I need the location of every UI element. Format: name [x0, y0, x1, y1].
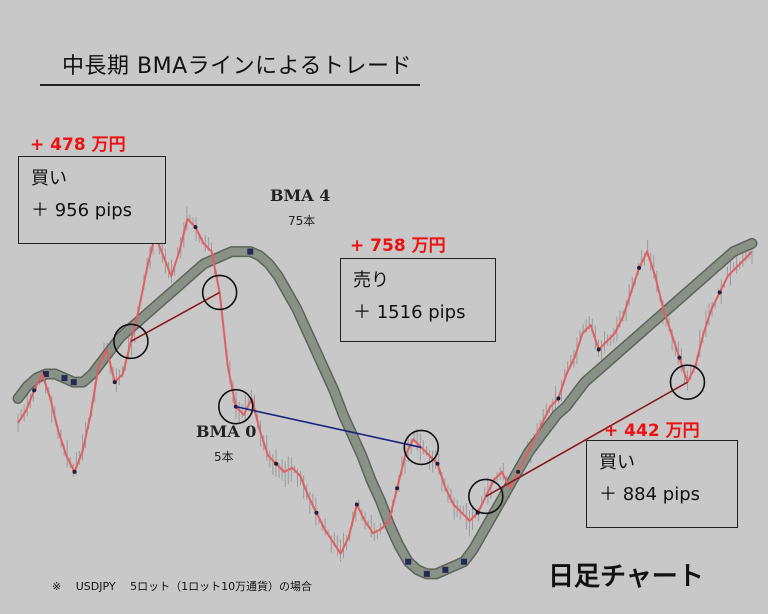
bma-4-line — [14, 239, 756, 578]
chart-kind-label: 日足チャート — [548, 562, 704, 592]
trade-1-pips: ＋ 956 pips — [31, 200, 133, 221]
trade-3-line — [485, 381, 688, 498]
trade-3-exit-circle — [669, 364, 706, 400]
trade-1-box: 買い ＋ 956 pips — [18, 156, 166, 244]
bma-0-marker — [314, 510, 319, 515]
trade-2-entry-circle — [217, 388, 254, 425]
bma-4-period: 75本 — [288, 214, 316, 228]
bma-0-marker — [112, 380, 117, 385]
trade-1-profit: + 478 万円 — [30, 135, 126, 155]
bma-0-label: BMA 0 — [196, 422, 257, 441]
bma-4-marker — [247, 248, 254, 255]
bma-0-line — [17, 217, 753, 555]
trade-2-box: 売り ＋ 1516 pips — [340, 258, 496, 342]
trade-2-line — [235, 405, 422, 449]
trade-3-profit: + 442 万円 — [604, 421, 700, 441]
bma-4-marker — [70, 379, 77, 386]
bma-4-marker — [42, 371, 49, 377]
bma-4-marker — [61, 375, 68, 382]
trade-2-exit-circle — [403, 429, 440, 466]
bma-0-marker — [435, 461, 440, 466]
bma-4-marker — [423, 570, 430, 577]
trade-2-profit: + 758 万円 — [350, 236, 446, 256]
bma-4-label: BMA 4 — [270, 186, 331, 205]
trade-1-exit-circle — [201, 274, 238, 311]
bma-0-marker — [637, 265, 642, 270]
footnote: ※ USDJPY 5ロット（1ロット10万通貨）の場合 — [52, 580, 313, 593]
title-underline — [40, 84, 420, 86]
bma-0-marker — [596, 347, 601, 352]
bma-0-marker — [32, 388, 37, 393]
trade-1-direction: 買い — [31, 168, 67, 189]
bma-0-marker — [354, 502, 359, 507]
bma-4-marker — [405, 558, 412, 565]
bma-0-marker — [556, 396, 561, 401]
bma-0-marker — [72, 469, 77, 474]
bma-0-marker — [193, 225, 198, 230]
bma-0-marker — [677, 355, 682, 360]
trade-3-direction: 買い — [599, 452, 635, 473]
trade-2-pips: ＋ 1516 pips — [353, 302, 466, 323]
bma-0-period: 5本 — [214, 450, 234, 464]
bma-0-marker — [717, 290, 722, 295]
trade-3-box: 買い ＋ 884 pips — [586, 440, 738, 528]
bma-4-marker — [442, 566, 449, 573]
trade-2-direction: 売り — [353, 270, 389, 291]
bma-0-marker — [516, 469, 521, 474]
trade-3-entry-circle — [468, 478, 504, 515]
bma-4-marker — [460, 558, 467, 565]
trade-3-pips: ＋ 884 pips — [599, 484, 701, 505]
trade-1-entry-circle — [113, 323, 149, 360]
bma-0-marker — [274, 461, 279, 466]
bma-0-marker — [395, 486, 400, 491]
chart-title: 中長期 BMAラインによるトレード — [62, 54, 412, 79]
